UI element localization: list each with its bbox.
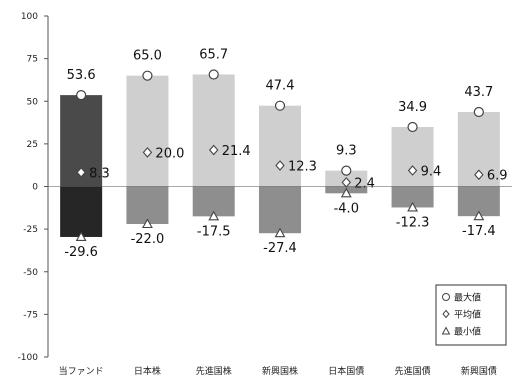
category-label: 先進国債 xyxy=(395,365,431,377)
avg-value-label: 20.0 xyxy=(155,146,184,161)
legend-label: 最小値 xyxy=(454,326,481,338)
max-marker xyxy=(208,69,219,80)
min-marker xyxy=(75,231,87,242)
bar-negative xyxy=(259,186,301,234)
y-tick-label: 0 xyxy=(32,183,38,193)
avg-marker xyxy=(407,165,418,176)
legend-label: 平均値 xyxy=(454,309,481,321)
min-value-label: -27.4 xyxy=(263,241,297,256)
y-axis: 100 75 50 25 0 -25 -50 -75 -100 xyxy=(18,12,49,363)
y-tick-label: 50 xyxy=(27,97,39,107)
legend-label: 最大値 xyxy=(454,292,481,304)
category-label: 新興国株 xyxy=(262,365,298,377)
avg-value-label: 9.4 xyxy=(421,164,442,179)
max-marker xyxy=(407,121,418,133)
max-marker xyxy=(341,165,352,176)
bar-positive xyxy=(259,105,301,187)
max-value-label: 53.6 xyxy=(67,68,96,83)
y-tick-label: -50 xyxy=(23,268,38,278)
y-tick-label: 75 xyxy=(27,55,38,65)
category-label: 先進国株 xyxy=(196,365,232,377)
max-marker xyxy=(76,90,87,101)
min-value-label: -22.0 xyxy=(131,232,165,247)
bars xyxy=(60,74,500,237)
avg-marker xyxy=(275,160,285,171)
max-marker xyxy=(142,70,153,81)
bar-positive xyxy=(192,74,235,187)
min-value-label: -12.3 xyxy=(396,215,430,230)
category-label: 日本国債 xyxy=(328,365,364,377)
max-value-label: 47.4 xyxy=(266,79,295,94)
category-label: 新興国債 xyxy=(461,365,497,377)
bar-positive xyxy=(391,126,434,187)
min-marker xyxy=(473,210,485,221)
min-marker xyxy=(208,210,220,221)
legend-circle-icon xyxy=(442,293,450,301)
avg-marker xyxy=(474,169,484,181)
bar-negative xyxy=(391,186,434,208)
avg-marker xyxy=(76,167,86,178)
min-marker xyxy=(274,227,286,238)
min-value-label: -17.4 xyxy=(462,224,496,239)
avg-value-label: 21.4 xyxy=(222,144,251,159)
bar-positive xyxy=(126,75,169,187)
bar-negative xyxy=(60,186,103,237)
min-marker xyxy=(340,187,352,198)
max-value-label: 65.7 xyxy=(199,47,228,62)
avg-value-label: 6.9 xyxy=(487,169,508,184)
x-axis: 当ファンド 日本株 先進国株 新興国株 日本国債 先進国債 新興国債 xyxy=(48,186,512,377)
avg-marker xyxy=(341,177,352,188)
avg-value-label: 12.3 xyxy=(288,160,317,175)
min-value-label: -4.0 xyxy=(334,201,359,216)
max-value-label: 9.3 xyxy=(336,144,357,159)
avg-marker xyxy=(142,147,153,158)
avg-value-label: 8.3 xyxy=(89,166,110,181)
max-marker xyxy=(274,100,286,111)
markers xyxy=(75,69,485,242)
y-tick-label: 100 xyxy=(21,12,38,22)
legend-triangle-icon xyxy=(441,326,451,335)
y-tick-label: -75 xyxy=(23,310,38,320)
max-marker xyxy=(473,106,484,118)
max-value-label: 43.7 xyxy=(464,85,493,100)
min-marker xyxy=(141,218,153,229)
min-value-label: -29.6 xyxy=(64,245,98,260)
max-value-label: 65.0 xyxy=(133,49,162,64)
value-labels: 53.6 8.3 -29.6 65.0 20.0 -22.0 65.7 21.4 -17.5 47… xyxy=(64,47,507,259)
bar-negative xyxy=(126,186,169,225)
y-tick-label: 25 xyxy=(27,140,38,150)
avg-marker xyxy=(208,144,219,156)
y-tick-label: -100 xyxy=(18,353,39,363)
category-label: 日本株 xyxy=(134,365,161,377)
min-value-label: -17.5 xyxy=(197,224,231,239)
legend-diamond-icon xyxy=(442,309,450,319)
min-marker xyxy=(407,201,419,212)
y-tick-label: -25 xyxy=(23,225,38,235)
max-value-label: 34.9 xyxy=(398,100,427,115)
category-label: 当ファンド xyxy=(59,365,104,377)
avg-value-label: 2.4 xyxy=(354,176,375,191)
